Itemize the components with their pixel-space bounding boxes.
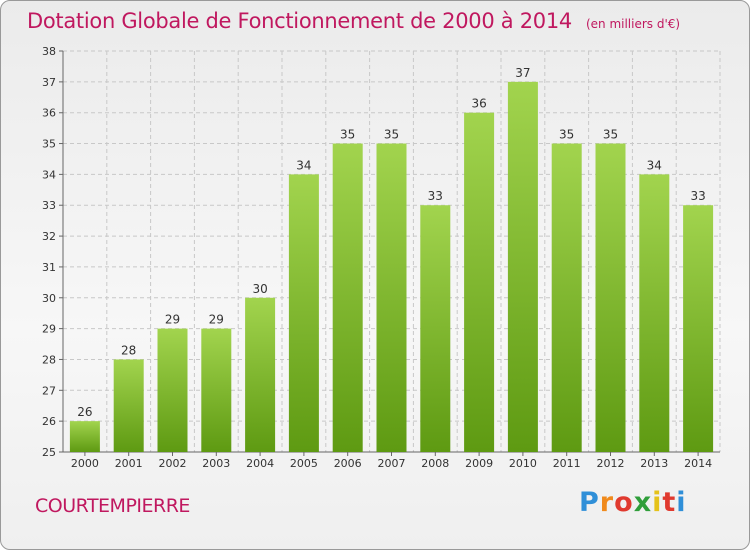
bar-value-label: 30 <box>252 282 267 296</box>
bar <box>113 359 144 452</box>
y-tick-label: 32 <box>42 230 56 243</box>
bar-value-label: 33 <box>428 189 443 203</box>
bar <box>288 174 319 452</box>
logo-letter: t <box>662 487 677 518</box>
x-tick-label: 2010 <box>509 457 537 470</box>
x-tick-label: 2014 <box>684 457 712 470</box>
bar-value-label: 34 <box>647 158 662 172</box>
bar <box>683 205 714 452</box>
bar <box>595 143 626 453</box>
y-tick-label: 26 <box>42 415 56 428</box>
bar <box>332 143 363 453</box>
bar-value-label: 34 <box>296 158 311 172</box>
y-tick-label: 28 <box>42 353 56 366</box>
y-tick-label: 35 <box>42 138 56 151</box>
logo-letter: i <box>652 487 663 518</box>
bar-value-label: 35 <box>384 128 399 142</box>
y-tick-label: 31 <box>42 261 56 274</box>
x-tick-label: 2002 <box>159 457 187 470</box>
y-tick-label: 34 <box>42 168 56 181</box>
y-tick-label: 27 <box>42 384 56 397</box>
x-tick-label: 2005 <box>290 457 318 470</box>
bar <box>551 143 582 453</box>
x-tick-label: 2003 <box>202 457 230 470</box>
bar <box>157 328 188 452</box>
x-tick-label: 2013 <box>640 457 668 470</box>
logo-letter: o <box>614 487 634 518</box>
bar-value-label: 35 <box>340 128 355 142</box>
y-tick-label: 25 <box>42 446 56 459</box>
logo-letter: P <box>579 487 600 518</box>
bar-value-label: 37 <box>515 66 530 80</box>
x-tick-label: 2001 <box>115 457 143 470</box>
chart-subtitle: (en milliers d'€) <box>585 17 681 31</box>
x-tick-label: 2006 <box>334 457 362 470</box>
title-row: Dotation Globale de Fonctionnement de 20… <box>27 9 680 33</box>
bar-value-label: 36 <box>471 97 486 111</box>
commune-name: COURTEMPIERRE <box>35 495 190 517</box>
bar <box>376 143 407 453</box>
chart-title: Dotation Globale de Fonctionnement de 20… <box>27 9 572 33</box>
bar <box>420 205 451 452</box>
bar <box>245 297 276 452</box>
bar-value-label: 26 <box>77 405 92 419</box>
logo-letter: r <box>599 487 615 518</box>
x-tick-label: 2007 <box>378 457 406 470</box>
x-tick-label: 2008 <box>421 457 449 470</box>
y-tick-label: 38 <box>42 45 56 58</box>
y-tick-label: 36 <box>42 107 56 120</box>
labels: 25 26 27 28 29 30 31 32 33 34 35 36 37 38 26 2000 28 2001… <box>42 45 712 470</box>
bar <box>69 421 100 452</box>
bar <box>639 174 670 452</box>
bar-value-label: 29 <box>209 313 224 327</box>
bar <box>507 81 538 452</box>
bar <box>201 328 232 452</box>
x-tick-label: 2012 <box>597 457 625 470</box>
bar-value-label: 35 <box>603 128 618 142</box>
bars <box>69 81 714 453</box>
bar-value-label: 28 <box>121 343 136 357</box>
bar-value-label: 29 <box>165 313 180 327</box>
y-tick-label: 30 <box>42 292 56 305</box>
bar-value-label: 33 <box>690 189 705 203</box>
x-tick-label: 2011 <box>553 457 581 470</box>
x-tick-label: 2000 <box>71 457 99 470</box>
y-tick-label: 33 <box>42 199 56 212</box>
proxiti-logo: Proxiti <box>579 487 687 518</box>
logo-letter: i <box>676 487 687 518</box>
bar <box>464 112 495 452</box>
x-tick-label: 2009 <box>465 457 493 470</box>
logo-letter: x <box>633 487 653 518</box>
x-tick-label: 2004 <box>246 457 274 470</box>
y-tick-label: 29 <box>42 323 56 336</box>
bar-value-label: 35 <box>559 128 574 142</box>
y-tick-label: 37 <box>42 76 56 89</box>
